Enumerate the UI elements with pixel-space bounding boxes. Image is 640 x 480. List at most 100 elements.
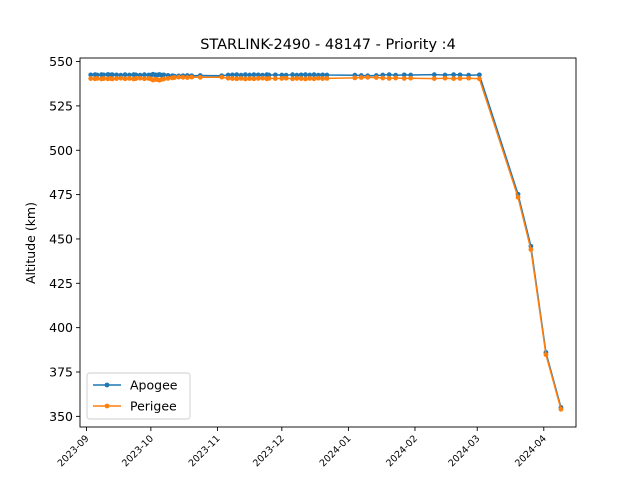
data-point	[442, 75, 448, 81]
data-point	[225, 75, 231, 81]
data-point	[101, 76, 107, 81]
data-point	[431, 72, 437, 78]
data-point	[230, 76, 235, 81]
data-point	[272, 72, 278, 78]
data-point	[272, 76, 278, 81]
data-point	[451, 76, 457, 81]
data-point	[386, 76, 392, 81]
series-perigee	[88, 74, 564, 412]
data-point	[219, 74, 225, 80]
data-point	[133, 76, 139, 81]
data-point	[311, 76, 317, 82]
data-point	[431, 76, 437, 81]
y-tick-label: 550	[49, 54, 73, 69]
data-point	[197, 74, 203, 80]
data-point	[320, 72, 326, 78]
data-point	[311, 72, 317, 78]
data-point	[266, 76, 272, 81]
y-tick-label: 500	[49, 143, 73, 158]
data-point	[451, 72, 457, 78]
data-point	[279, 76, 285, 81]
data-point	[176, 74, 182, 80]
data-point	[172, 75, 177, 80]
data-point	[242, 76, 248, 82]
data-point	[101, 72, 107, 78]
data-point	[393, 75, 399, 81]
data-point	[251, 72, 257, 78]
data-point	[543, 352, 549, 358]
data-point	[255, 76, 261, 81]
data-point	[180, 74, 186, 80]
data-point	[298, 76, 304, 81]
data-point	[109, 76, 115, 82]
data-point	[528, 247, 534, 253]
data-point	[358, 75, 364, 80]
y-tick-label: 450	[49, 231, 73, 246]
data-point	[401, 72, 407, 78]
data-point	[251, 76, 257, 82]
data-point	[408, 75, 414, 81]
data-point	[109, 72, 115, 78]
data-point	[114, 72, 119, 78]
data-point	[118, 75, 124, 81]
data-point	[324, 72, 330, 78]
data-point	[476, 72, 482, 78]
data-point	[242, 72, 248, 78]
legend-swatch-marker	[104, 403, 110, 409]
data-point	[320, 76, 326, 81]
data-point	[324, 76, 330, 81]
data-point	[88, 72, 94, 78]
y-tick-label: 375	[49, 365, 73, 380]
data-point	[122, 76, 128, 82]
data-point	[94, 72, 100, 78]
data-point	[365, 74, 371, 80]
data-point	[298, 72, 304, 78]
data-point	[386, 72, 392, 78]
data-point	[165, 76, 171, 81]
axes-frame	[79, 57, 577, 428]
data-point	[515, 194, 521, 200]
data-point	[401, 76, 407, 81]
data-point	[466, 75, 472, 81]
data-point	[189, 74, 195, 80]
data-point	[303, 72, 308, 78]
data-point	[88, 76, 94, 81]
legend-label: Perigee	[130, 399, 177, 414]
data-point	[126, 72, 132, 78]
data-point	[247, 76, 253, 81]
data-point	[114, 76, 119, 81]
data-point	[380, 75, 386, 81]
data-point	[457, 76, 463, 81]
data-point	[303, 76, 308, 82]
y-tick-label: 475	[49, 187, 73, 202]
y-axis-label: Altitude (km)	[23, 202, 38, 284]
data-point	[457, 72, 463, 78]
data-point	[373, 75, 379, 80]
y-tick-label: 350	[49, 409, 73, 424]
data-point	[230, 72, 235, 78]
legend-label: Apogee	[130, 378, 178, 393]
y-tick-label: 425	[49, 276, 73, 291]
series-layer	[88, 71, 564, 412]
data-point	[234, 76, 240, 82]
data-point	[133, 72, 139, 78]
data-point	[558, 406, 564, 412]
data-point	[290, 72, 295, 78]
data-point	[247, 72, 253, 78]
data-point	[290, 76, 295, 82]
data-point	[161, 72, 167, 78]
legend-swatch-marker	[104, 382, 110, 388]
data-point	[126, 76, 132, 81]
data-point	[238, 76, 244, 81]
legend: Apogee Perigee	[86, 372, 191, 420]
data-point	[260, 75, 265, 81]
chart-title: STARLINK-2490 - 48147 - Priority :4	[200, 37, 456, 53]
data-point	[94, 76, 100, 81]
data-point	[161, 76, 167, 82]
data-point	[255, 72, 261, 78]
y-tick-label: 400	[49, 320, 73, 335]
data-point	[234, 72, 240, 78]
data-point	[352, 75, 358, 81]
data-point	[283, 75, 289, 81]
